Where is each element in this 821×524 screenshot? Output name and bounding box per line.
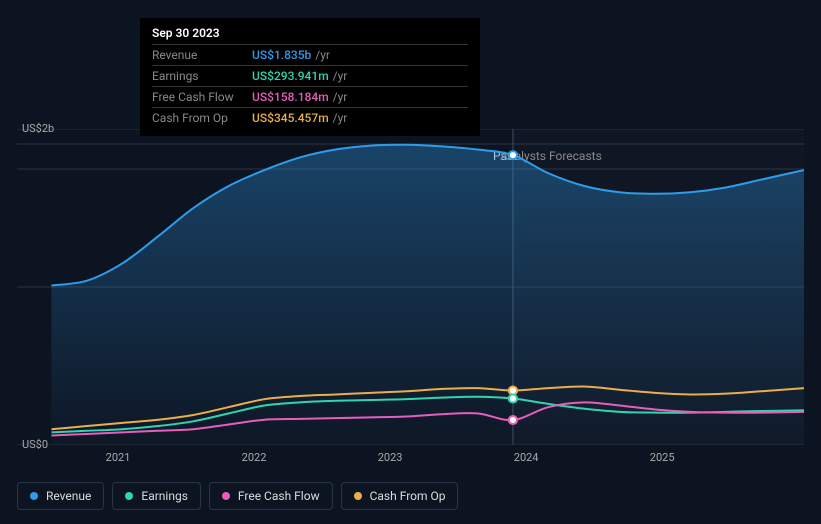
legend-dot-icon <box>222 492 230 500</box>
chart-svg <box>17 129 804 445</box>
x-axis-label: 2025 <box>650 451 675 464</box>
tooltip-date: Sep 30 2023 <box>152 26 468 44</box>
legend-dot-icon <box>30 492 38 500</box>
tooltip-row: RevenueUS$1.835b/yr <box>152 44 468 65</box>
tooltip-row-value: US$345.457m <box>252 111 329 125</box>
y-axis-label: US$2b <box>22 122 54 135</box>
legend-item[interactable]: Earnings <box>112 482 201 510</box>
tooltip-rows: RevenueUS$1.835b/yrEarningsUS$293.941m/y… <box>152 44 468 128</box>
legend-item[interactable]: Cash From Op <box>341 482 459 510</box>
tooltip-row-value: US$293.941m <box>252 69 329 83</box>
x-axis-label: 2022 <box>242 451 267 464</box>
chart-tooltip: Sep 30 2023 RevenueUS$1.835b/yrEarningsU… <box>140 18 480 136</box>
legend-item[interactable]: Revenue <box>17 482 104 510</box>
tooltip-row: EarningsUS$293.941m/yr <box>152 65 468 86</box>
legend-dot-icon <box>354 492 362 500</box>
legend-label: Revenue <box>46 489 91 503</box>
tooltip-row-unit: /yr <box>333 69 348 83</box>
plot-area[interactable]: Past Analysts Forecasts 2021202220232024… <box>17 129 804 445</box>
legend: Revenue Earnings Free Cash Flow Cash From O… <box>17 482 458 510</box>
legend-item[interactable]: Free Cash Flow <box>209 482 333 510</box>
tooltip-row-label: Free Cash Flow <box>152 90 252 104</box>
x-axis-label: 2024 <box>514 451 539 464</box>
x-axis-label: 2023 <box>378 451 403 464</box>
tooltip-row-label: Revenue <box>152 48 252 62</box>
legend-label: Free Cash Flow <box>238 489 320 503</box>
tooltip-row-unit: /yr <box>333 111 348 125</box>
tooltip-row-unit: /yr <box>333 90 348 104</box>
tooltip-row-label: Cash From Op <box>152 111 252 125</box>
x-axis-labels: 2021 2022 2023 2024 2025 <box>17 451 804 471</box>
legend-label: Cash From Op <box>370 489 446 503</box>
tooltip-row-value: US$1.835b <box>252 48 311 62</box>
tooltip-row-label: Earnings <box>152 69 252 83</box>
tooltip-row-unit: /yr <box>315 48 330 62</box>
financial-chart: Sep 30 2023 RevenueUS$1.835b/yrEarningsU… <box>0 0 821 524</box>
y-axis-label: US$0 <box>22 438 48 451</box>
tooltip-row: Free Cash FlowUS$158.184m/yr <box>152 86 468 107</box>
x-axis-label: 2021 <box>106 451 131 464</box>
tooltip-row: Cash From OpUS$345.457m/yr <box>152 107 468 128</box>
tooltip-row-value: US$158.184m <box>252 90 329 104</box>
legend-label: Earnings <box>141 489 188 503</box>
legend-dot-icon <box>125 492 133 500</box>
